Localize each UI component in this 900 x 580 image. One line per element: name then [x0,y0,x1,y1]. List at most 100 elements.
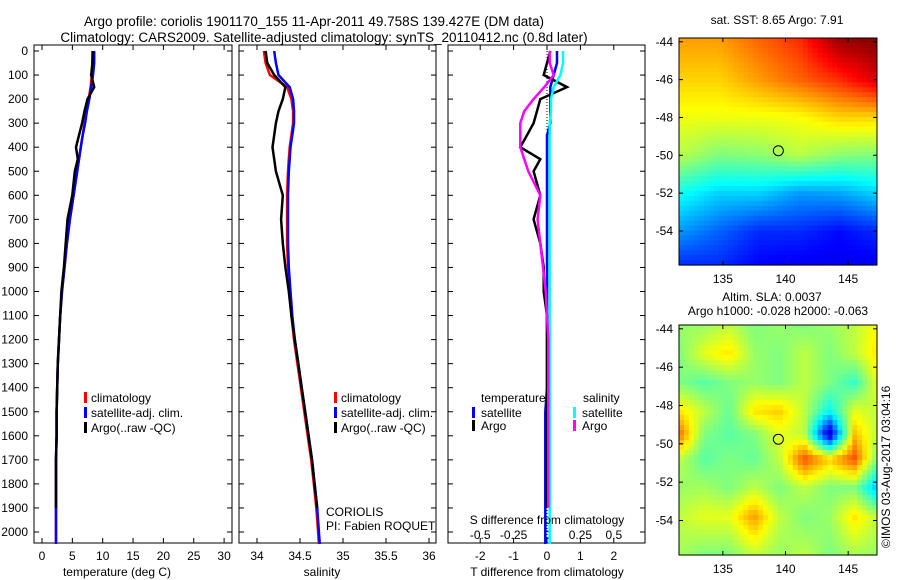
sla-map-cell [872,505,878,511]
sla-map-subtitle: Argo h1000: -0.028 h2000: -0.063 [688,304,868,318]
sst-map-cell [872,220,878,227]
sla-map-cell [773,495,779,501]
sla-map-cell [792,515,799,521]
sst-map-cell [708,195,715,202]
sla-map-cell [802,520,809,526]
sst-map-cell [688,186,695,192]
sla-map-cell [718,545,725,551]
sst-map-cell [713,102,720,108]
sst-map-cell [862,112,868,118]
sst-map-cell [768,181,774,187]
sla-map-cell [802,405,809,411]
sla-map-cell [817,455,824,461]
sst-map-cell [723,82,729,88]
sst-map-cell [688,235,695,241]
sla-map-cell [718,420,725,426]
sla-map-cell [802,355,809,361]
sla-map-cell [802,345,809,351]
sst-map-cell [703,151,710,157]
sla-map-cell [837,545,843,551]
sla-map-cell [728,490,734,496]
sst-map-cell [753,102,759,108]
sla-map-cell [842,340,848,346]
sst-map-cell [728,131,734,138]
sst-map-cell [812,240,819,246]
sst-map-cell [867,215,873,222]
sla-map-cell [797,465,804,471]
sla-map-cell [812,415,819,421]
sst-map-cell [862,176,868,182]
sst-map-cell [807,240,814,246]
sst-map-cell [827,166,833,172]
sla-map-cell [872,430,878,436]
sst-map-cell [703,240,710,246]
sla-map-cell [753,495,759,501]
sst-map-cell [792,136,799,143]
sst-map-cell [857,260,863,266]
sla-map-cell [867,495,873,501]
sla-map-cell [698,405,705,411]
sst-map-cell [822,136,828,143]
sla-map-cell [827,400,833,406]
sst-map-cell [812,82,819,88]
sst-map-cell [827,191,833,197]
sla-map-cell [812,510,819,516]
sla-map-cell [763,490,769,496]
sst-map-cell [713,215,720,222]
sst-map-cell [778,225,784,231]
sst-map-cell [862,141,868,148]
sla-map-cell [783,390,789,396]
sla-map-cell [792,495,799,501]
sst-map-cell [713,146,720,153]
sla-map-cell [733,405,739,411]
sla-map-cell [718,425,725,431]
sla-map-cell [748,530,754,536]
sla-map-cell [867,425,873,431]
sst-map-cell [778,141,784,148]
sla-map-cell [787,435,794,441]
sla-map-cell [748,490,754,496]
sst-map-cell [827,38,833,44]
sst-map-cell [842,161,848,167]
sla-map-cell [688,325,695,331]
sst-map-cell [733,220,739,227]
sst-map-cell [872,47,878,54]
sla-map-cell [713,365,720,371]
sst-map-cell [822,92,828,98]
sst-map-cell [698,107,705,113]
sst-map-cell [842,82,848,88]
sla-map-cell [778,470,784,476]
sla-map-cell [872,525,878,531]
sst-map-cell [718,97,725,103]
sst-map-cell [753,97,759,103]
sst-map-cell [837,171,843,177]
sla-map-cell [797,430,804,436]
sla-map-cell [679,515,685,521]
sla-map-cell [718,355,725,361]
sla-map-cell [862,385,868,391]
sla-map-cell [827,545,833,551]
sst-map-cell [837,161,843,167]
sla-map-cell [763,435,769,441]
sla-map-cell [708,475,715,481]
sla-map-cell [708,360,715,366]
sst-map-cell [679,151,685,157]
sst-map-cell [738,161,744,167]
sst-map-cell [679,260,685,266]
sst-map-cell [837,260,843,266]
sst-map-cell [842,136,848,143]
map-lat-label: -52 [656,186,674,200]
sst-map-cell [738,77,744,83]
sst-map-cell [713,112,720,118]
sla-map-cell [718,495,725,501]
sla-map-cell [748,400,754,406]
sst-map-cell [703,161,710,167]
sla-map-cell [708,330,715,336]
sst-map-cell [708,255,715,261]
sst-map-cell [723,156,729,162]
sla-map-cell [768,475,774,481]
sla-map-cell [783,435,789,441]
sla-map-cell [862,350,868,356]
sst-map-cell [847,181,853,187]
sla-map-cell [867,420,873,426]
